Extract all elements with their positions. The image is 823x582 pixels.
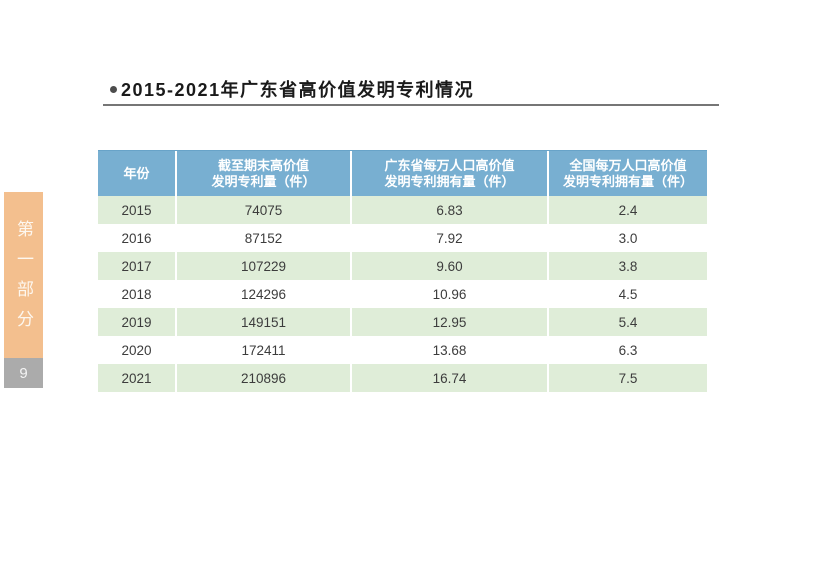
table-cell-total: 172411 — [175, 336, 350, 364]
table-cell-national: 4.5 — [547, 280, 707, 308]
table-cell-national: 3.8 — [547, 252, 707, 280]
header-label-line1: 截至期末高价值 — [217, 157, 309, 173]
table-cell-gd: 12.95 — [350, 308, 547, 336]
table-cell-year: 2019 — [121, 314, 152, 330]
table-cell-year: 2015 — [121, 202, 152, 218]
header-label-line1: 广东省每万人口高价值 — [384, 157, 515, 173]
section-tab: 第一部分 — [4, 192, 43, 358]
table-cell-national: 2.4 — [547, 196, 707, 224]
header-label-line2: 发明专利拥有量（件） — [384, 173, 515, 189]
table-cell-gd: 7.92 — [350, 224, 547, 252]
table-cell-gd: 6.83 — [350, 196, 547, 224]
patent-table: 年份 截至期末高价值 发明专利量（件） 广东省每万人口高价值 发明专利拥有量（件… — [98, 150, 707, 392]
header-label-line2: 发明专利拥有量（件） — [562, 173, 693, 189]
table-row: 2019 149151 12.95 5.4 — [98, 308, 707, 336]
table-cell-national: 3.0 — [547, 224, 707, 252]
table-header-row: 年份 截至期末高价值 发明专利量（件） 广东省每万人口高价值 发明专利拥有量（件… — [98, 150, 707, 196]
table-row: 2016 87152 7.92 3.0 — [98, 224, 707, 252]
table-row: 2020 172411 13.68 6.3 — [98, 336, 707, 364]
table-cell-total: 124296 — [175, 280, 350, 308]
section-tab-label: 第一部分 — [13, 220, 33, 340]
header-label: 年份 — [123, 165, 150, 181]
page-title: 2015-2021年广东省高价值发明专利情况 — [121, 80, 475, 100]
table-row: 2015 74075 6.83 2.4 — [98, 196, 707, 224]
table-cell-gd: 13.68 — [350, 336, 547, 364]
table-cell-year: 2018 — [121, 286, 152, 302]
table-row: 2017 107229 9.60 3.8 — [98, 252, 707, 280]
header-cell-total-patents: 截至期末高价值 发明专利量（件） — [175, 151, 350, 196]
table-row: 2021 210896 16.74 7.5 — [98, 364, 707, 392]
table-cell-total: 107229 — [175, 252, 350, 280]
table-cell-gd: 9.60 — [350, 252, 547, 280]
bullet-icon — [110, 86, 117, 93]
page-number: 9 — [19, 364, 28, 382]
header-cell-guangdong-per-capita: 广东省每万人口高价值 发明专利拥有量（件） — [350, 151, 547, 196]
header-label-line1: 全国每万人口高价值 — [569, 157, 687, 173]
table-cell-total: 87152 — [175, 224, 350, 252]
table-cell-total: 210896 — [175, 364, 350, 392]
table-cell-gd: 16.74 — [350, 364, 547, 392]
table-cell-total: 149151 — [175, 308, 350, 336]
table-row: 2018 124296 10.96 4.5 — [98, 280, 707, 308]
table-cell-national: 6.3 — [547, 336, 707, 364]
table-cell-gd: 10.96 — [350, 280, 547, 308]
table-cell-year: 2016 — [121, 230, 152, 246]
table-cell-total: 74075 — [175, 196, 350, 224]
header-cell-national-per-capita: 全国每万人口高价值 发明专利拥有量（件） — [547, 151, 707, 196]
table-cell-national: 7.5 — [547, 364, 707, 392]
title-underline — [103, 104, 719, 106]
table-cell-year: 2017 — [121, 258, 152, 274]
header-label-line2: 发明专利量（件） — [211, 173, 316, 189]
table-cell-year: 2021 — [121, 370, 152, 386]
table-cell-national: 5.4 — [547, 308, 707, 336]
page-number-box: 9 — [4, 358, 43, 388]
table-cell-year: 2020 — [121, 342, 152, 358]
title-row: 2015-2021年广东省高价值发明专利情况 — [110, 76, 474, 102]
header-cell-year: 年份 — [98, 151, 175, 196]
